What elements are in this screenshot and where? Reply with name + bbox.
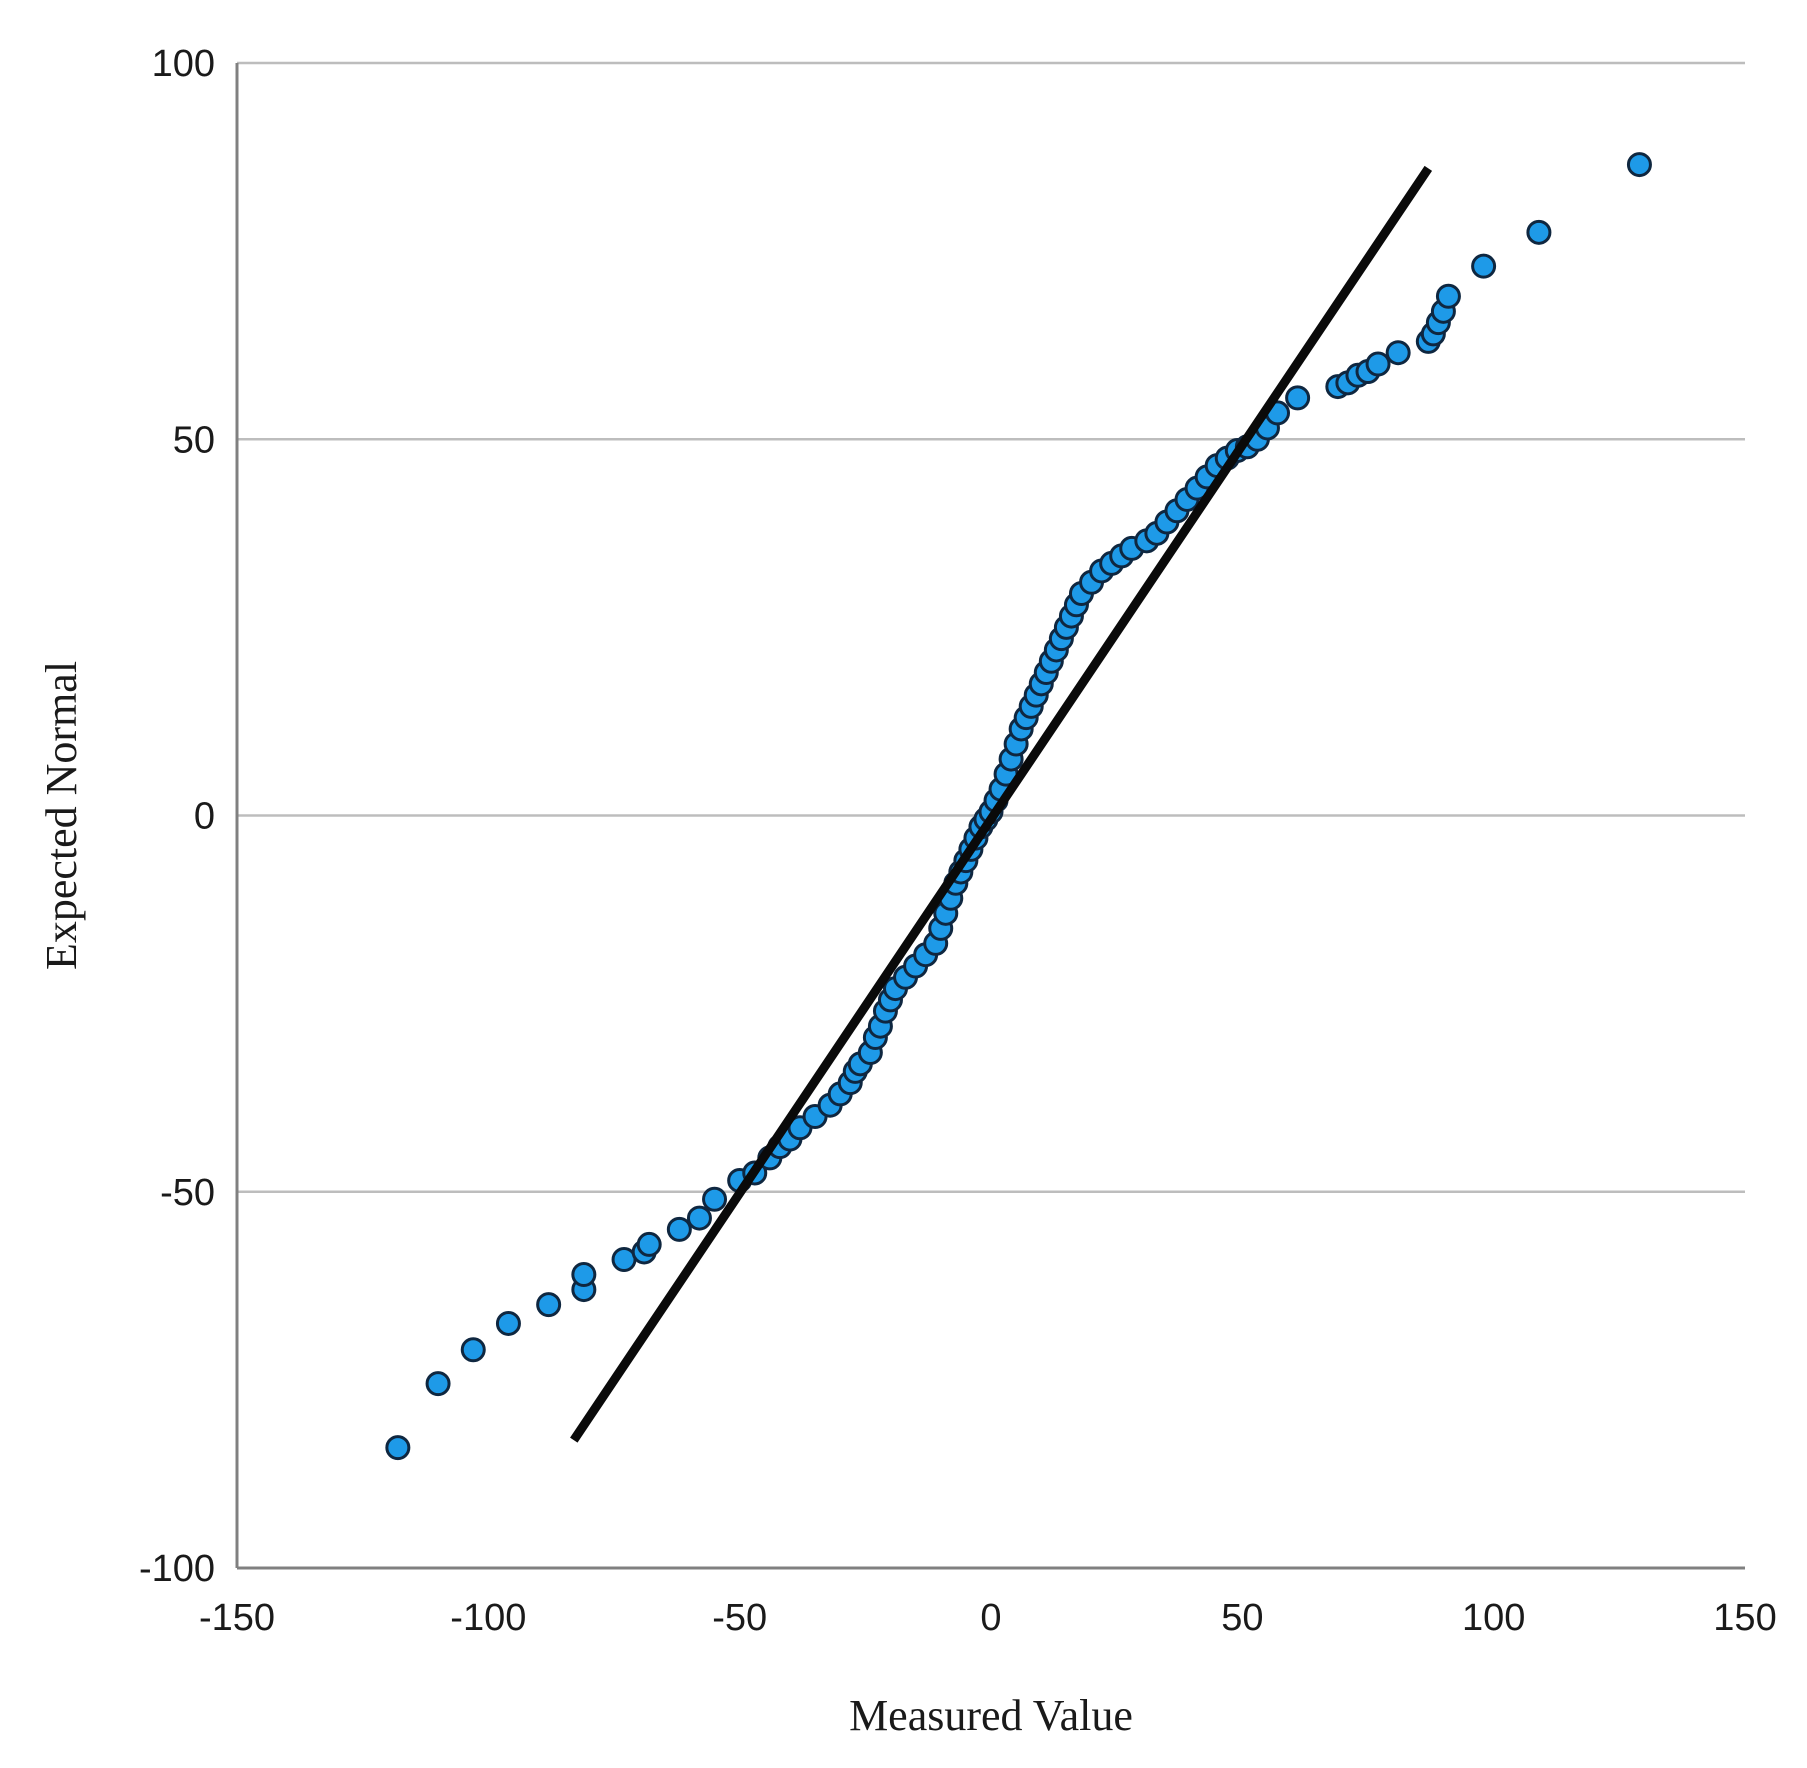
x-tick-labels: -150 -100 -50 0 50 100 150 bbox=[199, 1597, 1777, 1639]
y-tick-label: 50 bbox=[173, 419, 215, 461]
data-point bbox=[686, 1205, 712, 1231]
x-tick-label: 0 bbox=[980, 1597, 1001, 1639]
x-tick-label: 50 bbox=[1221, 1597, 1263, 1639]
x-axis-title: Measured Value bbox=[849, 1691, 1133, 1740]
gridlines bbox=[237, 61, 1745, 1193]
data-points bbox=[385, 152, 1652, 1461]
x-tick-label: -50 bbox=[712, 1597, 767, 1639]
data-point bbox=[460, 1337, 486, 1363]
data-point bbox=[571, 1262, 597, 1288]
reference-line bbox=[570, 165, 1433, 1443]
data-point bbox=[1385, 340, 1411, 366]
y-axis-title: Expected Normal bbox=[37, 661, 86, 970]
x-tick-label: 150 bbox=[1713, 1597, 1776, 1639]
data-point bbox=[1471, 253, 1497, 279]
data-point bbox=[385, 1435, 411, 1461]
x-tick-label: -100 bbox=[450, 1597, 526, 1639]
data-point bbox=[636, 1231, 662, 1257]
y-tick-label: 100 bbox=[152, 43, 215, 85]
x-tick-label: 100 bbox=[1462, 1597, 1525, 1639]
data-point bbox=[536, 1292, 562, 1318]
data-point bbox=[1435, 283, 1461, 309]
data-point bbox=[495, 1310, 521, 1336]
data-point bbox=[1526, 219, 1552, 245]
data-point bbox=[1285, 385, 1311, 411]
axes bbox=[235, 63, 1745, 1570]
y-tick-labels: -100 -50 0 50 100 bbox=[139, 43, 215, 1590]
data-point bbox=[666, 1216, 692, 1242]
data-point bbox=[702, 1186, 728, 1212]
data-point bbox=[425, 1371, 451, 1397]
data-point bbox=[1626, 152, 1652, 178]
data-point bbox=[1365, 351, 1391, 377]
y-tick-label: 0 bbox=[194, 796, 215, 838]
x-tick-label: -150 bbox=[199, 1597, 275, 1639]
y-tick-label: -100 bbox=[139, 1548, 215, 1590]
y-tick-label: -50 bbox=[160, 1172, 215, 1214]
